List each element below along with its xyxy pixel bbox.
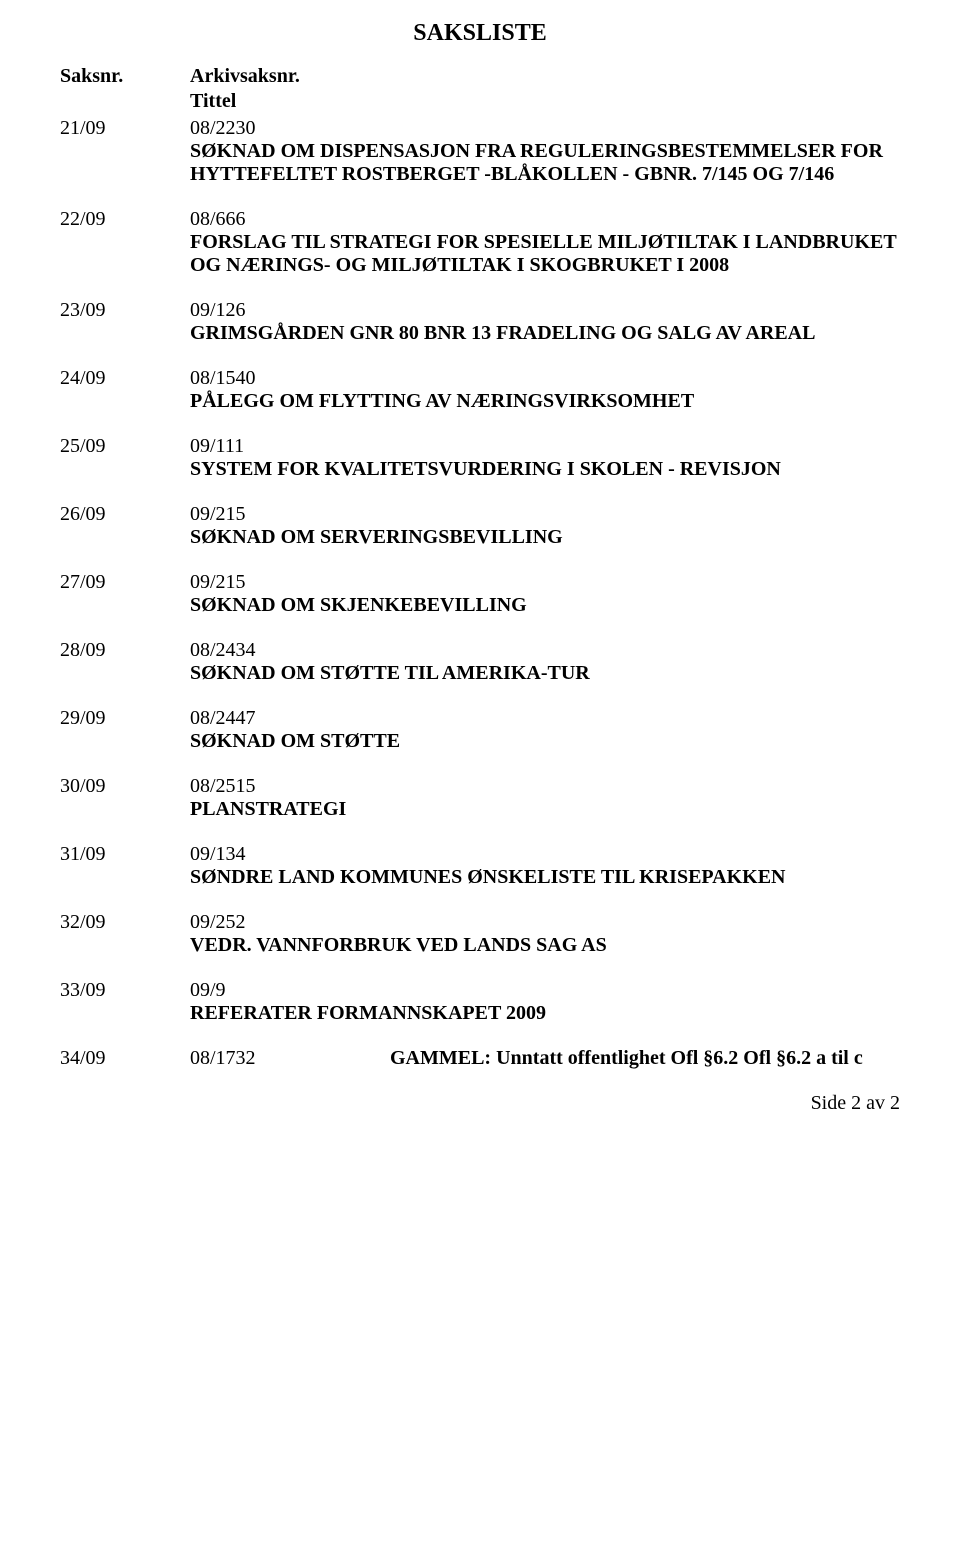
item-text: FORSLAG TIL STRATEGI FOR SPESIELLE MILJØ… — [190, 231, 900, 277]
item-arkiv: 08/2447 — [190, 707, 900, 730]
item-arkiv: 09/215 — [190, 571, 900, 594]
column-headers: Saksnr. Arkivsaksnr. — [60, 65, 900, 88]
list-item: 21/09 08/2230 SØKNAD OM DISPENSASJON FRA… — [60, 117, 900, 186]
item-number: 31/09 — [60, 843, 190, 889]
header-arkivsaksnr: Arkivsaksnr. — [190, 65, 900, 88]
item-text: SØKNAD OM SKJENKEBEVILLING — [190, 594, 900, 617]
list-item: 29/09 08/2447 SØKNAD OM STØTTE — [60, 707, 900, 753]
item-arkiv: 09/126 — [190, 299, 900, 322]
item-arkiv: 09/215 — [190, 503, 900, 526]
item-arkiv: 08/666 — [190, 208, 900, 231]
document-page: SAKSLISTE Saksnr. Arkivsaksnr. Tittel 21… — [0, 0, 960, 1135]
item-number: 32/09 — [60, 911, 190, 957]
item-arkiv: 09/252 — [190, 911, 900, 934]
header-saksnr: Saksnr. — [60, 65, 190, 88]
list-item-inline: 34/09 08/1732 GAMMEL: Unntatt offentligh… — [60, 1047, 900, 1070]
item-number: 26/09 — [60, 503, 190, 549]
item-arkiv: 08/2434 — [190, 639, 900, 662]
item-text: SØKNAD OM SERVERINGSBEVILLING — [190, 526, 900, 549]
page-title: SAKSLISTE — [60, 20, 900, 47]
item-arkiv: 09/111 — [190, 435, 900, 458]
item-text: REFERATER FORMANNSKAPET 2009 — [190, 1002, 900, 1025]
item-number: 28/09 — [60, 639, 190, 685]
list-item: 25/09 09/111 SYSTEM FOR KVALITETSVURDERI… — [60, 435, 900, 481]
item-number: 23/09 — [60, 299, 190, 345]
list-item: 22/09 08/666 FORSLAG TIL STRATEGI FOR SP… — [60, 208, 900, 277]
page-footer: Side 2 av 2 — [60, 1092, 900, 1115]
item-text: SØKNAD OM DISPENSASJON FRA REGULERINGSBE… — [190, 140, 900, 186]
list-item: 31/09 09/134 SØNDRE LAND KOMMUNES ØNSKEL… — [60, 843, 900, 889]
item-number: 25/09 — [60, 435, 190, 481]
item-arkiv: 08/2230 — [190, 117, 900, 140]
item-arkiv: 08/1732 — [190, 1047, 390, 1070]
item-number: 21/09 — [60, 117, 190, 186]
item-number: 30/09 — [60, 775, 190, 821]
item-text: SØNDRE LAND KOMMUNES ØNSKELISTE TIL KRIS… — [190, 866, 900, 889]
list-item: 26/09 09/215 SØKNAD OM SERVERINGSBEVILLI… — [60, 503, 900, 549]
item-text: GRIMSGÅRDEN GNR 80 BNR 13 FRADELING OG S… — [190, 322, 900, 345]
item-arkiv: 09/9 — [190, 979, 900, 1002]
list-item: 30/09 08/2515 PLANSTRATEGI — [60, 775, 900, 821]
item-number: 27/09 — [60, 571, 190, 617]
item-arkiv: 08/2515 — [190, 775, 900, 798]
item-arkiv: 08/1540 — [190, 367, 900, 390]
list-item: 24/09 08/1540 PÅLEGG OM FLYTTING AV NÆRI… — [60, 367, 900, 413]
list-item: 23/09 09/126 GRIMSGÅRDEN GNR 80 BNR 13 F… — [60, 299, 900, 345]
item-text: GAMMEL: Unntatt offentlighet Ofl §6.2 Of… — [390, 1047, 900, 1070]
item-text: PÅLEGG OM FLYTTING AV NÆRINGSVIRKSOMHET — [190, 390, 900, 413]
item-text: SØKNAD OM STØTTE TIL AMERIKA-TUR — [190, 662, 900, 685]
item-number: 29/09 — [60, 707, 190, 753]
item-text: VEDR. VANNFORBRUK VED LANDS SAG AS — [190, 934, 900, 957]
item-text: SYSTEM FOR KVALITETSVURDERING I SKOLEN -… — [190, 458, 900, 481]
item-text: PLANSTRATEGI — [190, 798, 900, 821]
item-text: SØKNAD OM STØTTE — [190, 730, 900, 753]
item-number: 33/09 — [60, 979, 190, 1025]
item-arkiv: 09/134 — [190, 843, 900, 866]
header-tittel: Tittel — [190, 90, 900, 113]
item-number: 22/09 — [60, 208, 190, 277]
item-number: 24/09 — [60, 367, 190, 413]
item-number: 34/09 — [60, 1047, 190, 1070]
list-item: 33/09 09/9 REFERATER FORMANNSKAPET 2009 — [60, 979, 900, 1025]
list-item: 28/09 08/2434 SØKNAD OM STØTTE TIL AMERI… — [60, 639, 900, 685]
list-item: 27/09 09/215 SØKNAD OM SKJENKEBEVILLING — [60, 571, 900, 617]
list-item: 32/09 09/252 VEDR. VANNFORBRUK VED LANDS… — [60, 911, 900, 957]
